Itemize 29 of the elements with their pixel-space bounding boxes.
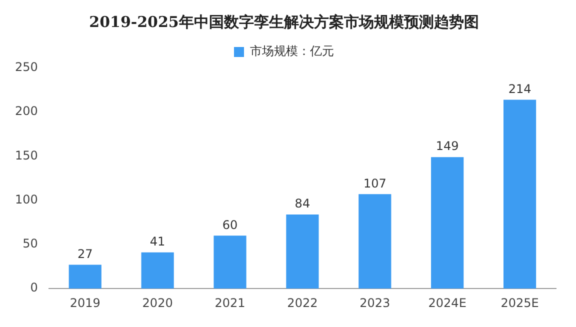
x-tick-label: 2022 xyxy=(287,296,318,310)
data-label: 149 xyxy=(436,139,459,154)
data-label: 27 xyxy=(77,246,93,261)
x-tick-label: 2019 xyxy=(70,296,100,310)
x-tick-label: 2021 xyxy=(214,296,246,310)
bar xyxy=(214,236,246,289)
chart-title: 2019-2025年中国数字孪生解决方案市场规模预测趋势图 xyxy=(89,12,479,31)
y-tick-label: 150 xyxy=(15,148,38,162)
data-label: 84 xyxy=(294,196,310,211)
bar xyxy=(286,214,319,289)
data-label: 41 xyxy=(150,234,166,249)
bar xyxy=(358,194,392,289)
x-tick-label: 2025E xyxy=(500,296,539,310)
bar xyxy=(503,100,536,289)
bar xyxy=(141,252,174,289)
data-label: 60 xyxy=(222,218,238,232)
data-label: 107 xyxy=(363,176,386,190)
data-label: 214 xyxy=(508,82,532,96)
x-tick-label: 2020 xyxy=(142,296,173,310)
y-tick-label: 50 xyxy=(22,236,38,251)
y-tick-label: 200 xyxy=(15,104,38,118)
legend-label: 市场规模：亿元 xyxy=(250,44,334,58)
y-tick-label: 250 xyxy=(15,60,38,74)
x-tick-label: 2024E xyxy=(428,296,466,310)
y-tick-label: 100 xyxy=(15,192,38,206)
x-tick-label: 2023 xyxy=(360,296,390,310)
bar xyxy=(431,157,464,289)
y-tick-label: 0 xyxy=(30,280,38,295)
bar xyxy=(68,264,102,289)
